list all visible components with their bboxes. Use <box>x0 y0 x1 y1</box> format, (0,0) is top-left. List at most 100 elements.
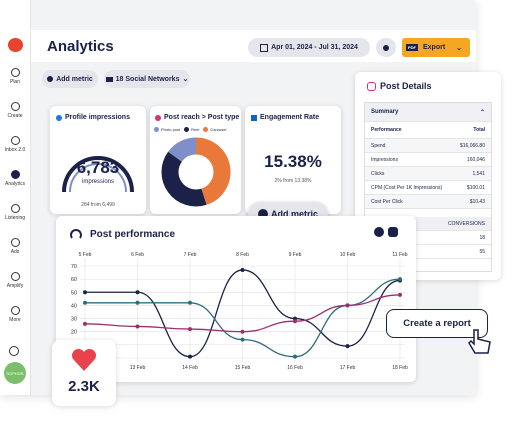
x-tick-label: 15 Feb <box>235 365 251 371</box>
y-tick-label: 50 <box>71 290 77 296</box>
export-label: Export <box>423 44 446 51</box>
nav-item[interactable]: More <box>0 306 30 323</box>
nav-icon <box>10 204 20 213</box>
nav-label: Create <box>7 113 23 119</box>
row-label: Cost Per Click <box>371 198 403 205</box>
row-label: Impressions <box>371 156 398 163</box>
reach-card: Post reach > Post type Photo post Reel Car… <box>150 106 241 214</box>
column-header: Total <box>473 127 485 133</box>
date-picker[interactable]: Apr 01, 2024 - Jul 31, 2024 <box>248 38 370 57</box>
networks-pill[interactable]: 18 Social Networks ⌄ <box>104 70 190 88</box>
data-point <box>398 277 402 282</box>
settings-button[interactable] <box>388 227 398 237</box>
data-point <box>398 292 402 297</box>
nav-icon <box>10 68 20 77</box>
table-row: 55 <box>365 245 491 259</box>
row-value: $10.43 <box>469 198 485 205</box>
add-metric-pill[interactable]: Add metric <box>42 70 98 88</box>
table-row: Cost Per Click $10.43 <box>365 195 491 209</box>
heart-icon <box>71 348 97 371</box>
gauge <box>62 156 134 193</box>
x-tick-label: 5 Feb <box>79 252 92 258</box>
engagement-card: Engagement Rate 15.38% 2% from 13.38% <box>245 106 341 214</box>
legend-label: Carousel <box>210 127 227 132</box>
logo <box>8 38 23 52</box>
nav-label: Ads <box>10 249 20 255</box>
nav-label: Inbox 2.0 <box>4 147 26 153</box>
x-tick-label: 18 Feb <box>392 365 408 371</box>
date-range: Apr 01, 2024 - Jul 31, 2024 <box>271 44 358 51</box>
data-point <box>135 300 140 305</box>
nav-item[interactable]: Create <box>0 102 30 119</box>
column-header: Performance <box>371 127 402 133</box>
x-tick-label: 16 Feb <box>287 365 303 371</box>
y-tick-label: 70 <box>71 264 77 270</box>
avatar[interactable]: SOPHOS <box>4 362 26 384</box>
impressions-value: 6,783 <box>76 158 120 177</box>
data-point <box>135 324 140 329</box>
row-value: $100.01 <box>466 184 485 191</box>
nav-item[interactable]: Listening <box>0 204 30 221</box>
data-point <box>83 321 87 326</box>
nav-item[interactable]: Plan <box>0 68 30 85</box>
row-label: Spend <box>371 142 386 149</box>
data-point <box>345 303 350 308</box>
y-tick-label: 20 <box>71 330 77 336</box>
donut-segment <box>168 137 197 163</box>
nav-icon <box>10 306 20 315</box>
data-point <box>135 290 140 295</box>
x-tick-label: 14 Feb <box>182 365 198 371</box>
card-title: Engagement Rate <box>260 114 320 121</box>
legend-swatch <box>184 127 190 132</box>
add-metric-label: Add metric <box>56 75 93 83</box>
sub-header: CONVERSIONS <box>448 220 485 227</box>
export-button[interactable]: PDF Export ⌄ <box>402 38 470 57</box>
impressions-change: 284 from 6,499 <box>81 202 115 208</box>
table-row: Impressions 160,046 <box>365 153 491 167</box>
nav-label: Analytics <box>4 181 25 187</box>
chart-icon <box>70 229 82 239</box>
nav-item[interactable]: Amplify <box>0 272 30 289</box>
x-tick-label: 10 Feb <box>340 252 356 258</box>
help-icon[interactable] <box>9 346 19 356</box>
row-label: CPM (Cost Per 1K Impressions) <box>371 184 443 191</box>
networks-label: 18 Social Networks <box>115 75 180 83</box>
section-title: Summary <box>371 109 399 115</box>
nav-label: More <box>9 317 21 323</box>
data-point <box>83 300 87 305</box>
row-label: Clicks <box>371 170 385 177</box>
x-tick-label: 17 Feb <box>340 365 356 371</box>
x-tick-label: 7 Feb <box>184 252 197 258</box>
donut-chart <box>161 137 231 207</box>
data-point <box>293 354 297 359</box>
row-value: $16,066.80 <box>459 142 485 149</box>
likes-card: 2.3K <box>52 340 116 406</box>
legend-item: Reel <box>184 127 199 132</box>
add-metric-button-label: Add metric <box>270 209 318 219</box>
user-button[interactable] <box>376 38 396 57</box>
data-point <box>345 344 350 349</box>
sidebar: Plan Create Inbox 2.0 Analytics Listening Ads… <box>0 0 31 395</box>
y-tick-label: 40 <box>71 303 77 309</box>
nav-item[interactable]: Inbox 2.0 <box>0 136 30 153</box>
page-title: Analytics <box>47 38 114 55</box>
data-point <box>240 267 245 272</box>
nav-item[interactable]: Analytics <box>0 170 30 187</box>
pdf-badge: PDF <box>406 44 418 51</box>
help-button[interactable] <box>374 227 384 237</box>
impressions-unit: impressions <box>81 179 114 185</box>
nav-icon <box>10 238 20 247</box>
nav-label: Plan <box>9 79 20 85</box>
table-row: Spend $16,066.80 <box>365 139 491 153</box>
create-report-button[interactable]: Create a report <box>386 309 488 338</box>
donut-segment <box>161 151 207 207</box>
table-row: 18 <box>365 231 491 245</box>
nav-item[interactable]: Ads <box>0 238 30 255</box>
legend-swatch <box>203 127 209 132</box>
y-tick-label: 30 <box>71 317 77 323</box>
card-title: Profile impressions <box>65 114 130 121</box>
nav-icon <box>10 170 20 179</box>
legend-swatch <box>154 127 159 132</box>
